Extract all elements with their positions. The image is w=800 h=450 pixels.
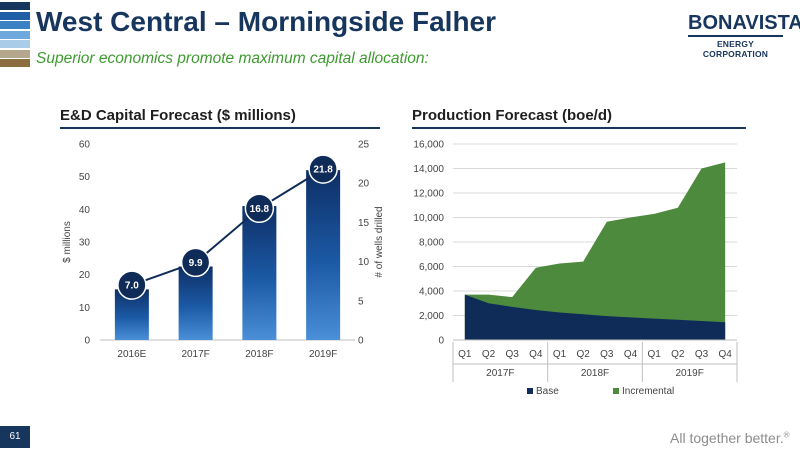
capital-y-tick-label: 0 [84, 336, 90, 347]
production-quarter-label: Q4 [529, 349, 543, 360]
capital-y-tick-label: 20 [79, 270, 91, 281]
production-quarter-label: Q1 [647, 349, 661, 360]
production-quarter-label: Q1 [458, 349, 472, 360]
wells-data-label: 9.9 [189, 258, 203, 269]
header-stripe [0, 40, 30, 48]
capital-bar [242, 206, 277, 340]
capital-y-tick-label: 60 [79, 140, 91, 151]
company-logo: BONAVISTA ENERGY CORPORATION [688, 12, 800, 59]
legend-swatch [613, 388, 619, 394]
production-quarter-label: Q2 [576, 349, 590, 360]
page-number: 61 [0, 426, 30, 448]
capital-x-tick-label: 2018F [245, 349, 273, 360]
capital-y-tick-label: 10 [79, 303, 91, 314]
capital-y-tick-label: 40 [79, 205, 91, 216]
production-y-tick-label: 16,000 [413, 140, 444, 151]
capital-y-tick-label: 30 [79, 238, 91, 249]
production-y-tick-label: 0 [438, 336, 444, 347]
production-y-tick-label: 10,000 [413, 213, 444, 224]
production-chart-title: Production Forecast (boe/d) [412, 107, 613, 124]
capital-y-axis-label: $ millions [62, 221, 73, 263]
header-stripe [0, 11, 30, 20]
wells-data-label: 21.8 [313, 165, 333, 176]
logo-divider [688, 35, 783, 37]
production-y-tick-label: 6,000 [419, 262, 444, 273]
base-area [464, 294, 726, 340]
production-quarter-label: Q4 [624, 349, 638, 360]
production-y-tick-label: 12,000 [413, 189, 444, 200]
wells-y-tick-label: 20 [358, 179, 370, 190]
incremental-area [464, 162, 726, 340]
production-title-rule [412, 127, 746, 129]
capital-chart-title: E&D Capital Forecast ($ millions) [60, 107, 296, 124]
logo-subtitle: ENERGY CORPORATION [702, 39, 769, 59]
production-quarter-label: Q1 [553, 349, 567, 360]
capital-bar [306, 170, 341, 340]
wells-y-tick-label: 5 [358, 296, 364, 307]
production-y-tick-label: 2,000 [419, 311, 444, 322]
production-quarter-label: Q3 [505, 349, 519, 360]
header-stripes [0, 2, 30, 69]
tagline-text: All together better. [670, 430, 784, 446]
wells-line [131, 168, 324, 287]
capital-bar [178, 266, 213, 340]
page-subtitle: Superior economics promote maximum capit… [36, 50, 429, 67]
legend-swatch [527, 388, 533, 394]
logo-name: BONAVISTA [688, 12, 800, 34]
header-stripe [0, 49, 30, 58]
header-stripe [0, 30, 30, 39]
header-stripe [0, 59, 30, 67]
capital-x-tick-label: 2019F [309, 349, 337, 360]
trademark: ® [783, 430, 790, 440]
wells-data-label: 7.0 [125, 281, 139, 292]
production-quarter-label: Q4 [718, 349, 732, 360]
production-year-label: 2017F [486, 368, 514, 379]
production-y-tick-label: 8,000 [419, 238, 444, 249]
capital-y-tick-label: 50 [79, 172, 91, 183]
wells-y-tick-label: 0 [358, 336, 364, 347]
production-y-tick-label: 4,000 [419, 287, 444, 298]
wells-point [244, 193, 275, 224]
wells-y-tick-label: 10 [358, 257, 370, 268]
header-stripe [0, 2, 30, 10]
wells-y-tick-label: 25 [358, 140, 370, 151]
tagline: All together better.® [670, 430, 790, 446]
wells-data-label: 16.8 [250, 204, 270, 215]
production-quarter-label: Q3 [695, 349, 709, 360]
header-stripe [0, 21, 30, 29]
production-quarter-label: Q2 [482, 349, 496, 360]
legend-label: Incremental [622, 386, 674, 397]
capital-x-tick-label: 2016E [117, 349, 146, 360]
wells-y-axis-label: # of wells drilled [374, 206, 385, 277]
wells-point [308, 154, 338, 184]
production-quarter-label: Q2 [671, 349, 685, 360]
production-year-label: 2018F [581, 368, 609, 379]
production-year-label: 2019F [675, 368, 703, 379]
legend-label: Base [536, 386, 559, 397]
wells-point [117, 270, 147, 300]
production-y-tick-label: 14,000 [413, 164, 444, 175]
wells-y-tick-label: 15 [358, 218, 370, 229]
wells-point [180, 247, 211, 278]
page-title: West Central – Morningside Falher [36, 6, 497, 37]
capital-x-tick-label: 2017F [181, 349, 209, 360]
production-quarter-label: Q3 [600, 349, 614, 360]
capital-title-rule [60, 127, 380, 129]
